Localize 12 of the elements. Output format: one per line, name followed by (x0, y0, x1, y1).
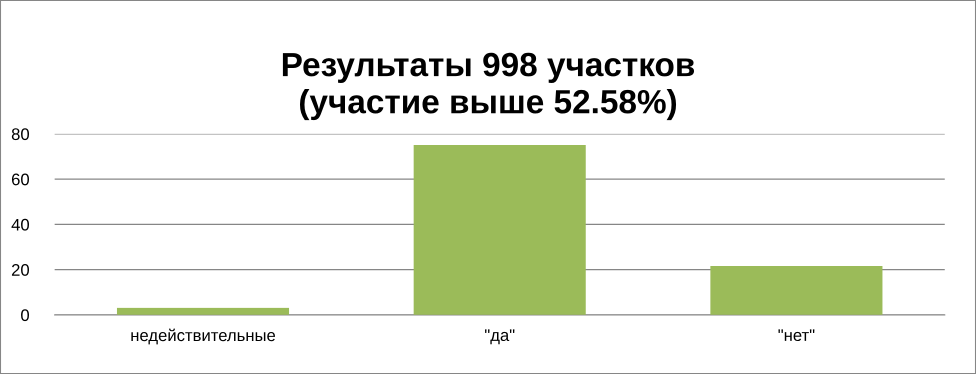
y-tick-label: 80 (12, 128, 30, 140)
y-tick-label: 0 (21, 309, 30, 322)
chart-title: Результаты 998 участков (участие выше 52.58%) (282, 52, 694, 120)
y-tick-label: 60 (12, 174, 30, 186)
x-tick-label: недействительные (131, 328, 276, 344)
x-tick-label: "да" (485, 329, 514, 344)
x-tick-label: "нет" (778, 329, 814, 342)
bar (414, 144, 586, 315)
bar (710, 266, 882, 315)
bar (116, 308, 290, 315)
y-tick-label: 40 (12, 218, 30, 231)
y-tick-label: 20 (12, 264, 30, 276)
